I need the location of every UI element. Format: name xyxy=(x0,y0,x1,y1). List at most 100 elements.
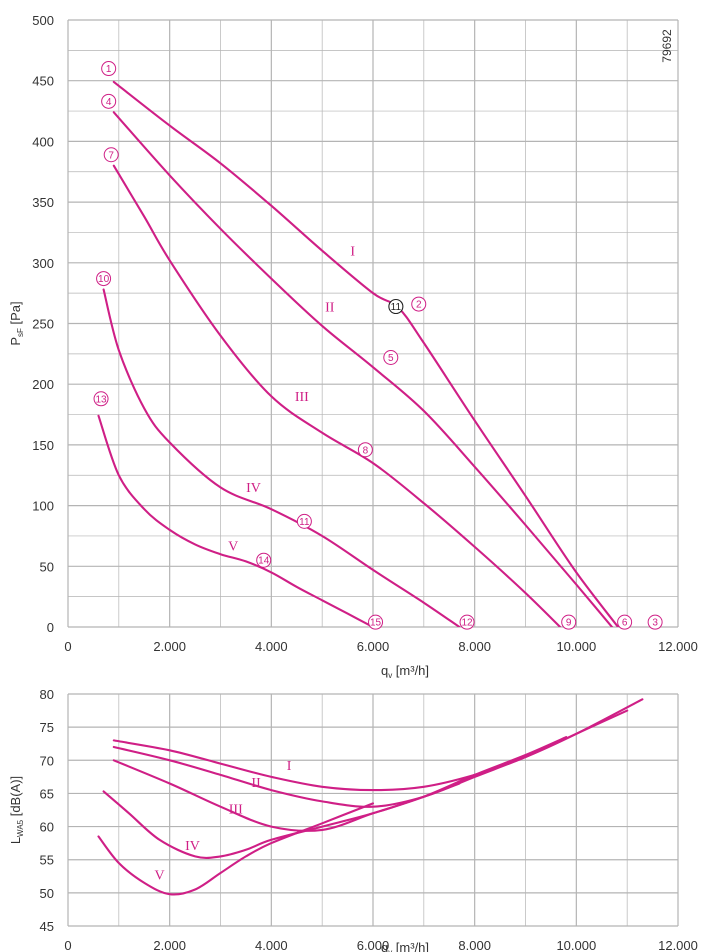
point-marker-3 xyxy=(647,614,663,630)
series-line-v xyxy=(97,802,375,896)
point-label-8: 8 xyxy=(363,445,369,456)
y-axis-label-sub: sF xyxy=(16,328,25,337)
series-label-v: V xyxy=(154,869,164,884)
x-tick-label: 2.000 xyxy=(153,639,186,654)
y-tick-label: 50 xyxy=(40,559,54,574)
bottom-grid xyxy=(67,693,679,927)
y-axis-label-unit: [Pa] xyxy=(8,301,23,328)
x-tick-label: 10.000 xyxy=(556,938,596,952)
y-tick-label: 450 xyxy=(32,74,54,89)
point-marker-12 xyxy=(459,614,475,630)
y-tick-label: 200 xyxy=(32,377,54,392)
point-marker-11 xyxy=(296,513,312,529)
x-axis-label-sub: v xyxy=(388,671,392,680)
x-axis-label-main: q xyxy=(381,663,388,678)
y-tick-label: 55 xyxy=(40,853,54,868)
y-axis-label-unit: [dB(A)] xyxy=(8,776,23,820)
x-tick-label: 12.000 xyxy=(658,639,698,654)
x-tick-label: 12.000 xyxy=(658,938,698,952)
point-marker-5 xyxy=(383,349,399,365)
x-axis-label: qv [m³/h] xyxy=(381,940,429,952)
series-label-ii: II xyxy=(325,300,335,315)
series-line-iv xyxy=(102,288,461,627)
x-tick-label: 10.000 xyxy=(556,639,596,654)
x-axis-label-sub: v xyxy=(388,948,392,952)
pressure-chart: 0 50 100 150 200 250 300 350 400 450 500 0 2.000 4.00… xyxy=(8,13,698,680)
point-label-5: 5 xyxy=(388,353,394,364)
point-marker-1 xyxy=(101,61,117,77)
x-tick-label: 0 xyxy=(64,639,71,654)
y-tick-label: 45 xyxy=(40,919,54,934)
y-tick-label: 300 xyxy=(32,256,54,271)
x-axis-label-main: q xyxy=(381,940,388,952)
figure-code: 79692 xyxy=(660,29,674,63)
x-axis-label: qv [m³/h] xyxy=(381,663,429,680)
sound-power-chart: 45 50 55 60 65 70 75 80 0 2.000 4.000 6.000 8.000 10.… xyxy=(8,687,698,952)
series-label-iii: III xyxy=(295,390,309,405)
point-label-9: 9 xyxy=(566,618,572,629)
point-label-15: 15 xyxy=(370,618,382,629)
series-line-i xyxy=(112,698,644,792)
point-marker-13 xyxy=(93,391,109,407)
series-line-iii xyxy=(112,736,568,832)
point-marker-6 xyxy=(617,614,633,630)
y-tick-label: 250 xyxy=(32,317,54,332)
series-line-iii xyxy=(112,164,562,627)
series-line-ii xyxy=(112,111,614,627)
y-axis-label: LWA5 [dB(A)] xyxy=(8,776,25,844)
y-tick-label: 60 xyxy=(40,820,54,835)
y-tick-label: 65 xyxy=(40,786,54,801)
bottom-curves xyxy=(97,698,644,896)
top-curves xyxy=(97,80,620,627)
y-tick-label: 75 xyxy=(40,720,54,735)
x-tick-label: 6.000 xyxy=(357,938,390,952)
point-label-10: 10 xyxy=(98,274,110,285)
series-label-iv: IV xyxy=(246,481,261,496)
point-marker-8 xyxy=(357,442,373,458)
point-marker-7 xyxy=(103,147,119,163)
y-tick-label: 0 xyxy=(47,620,54,635)
series-line-ii xyxy=(112,709,629,808)
y-tick-label: 50 xyxy=(40,886,54,901)
x-tick-label: 8.000 xyxy=(458,938,491,952)
point-label-7: 7 xyxy=(108,150,114,161)
y-tick-label: 100 xyxy=(32,499,54,514)
point-label-14: 14 xyxy=(258,556,270,567)
x-axis-label-unit: [m³/h] xyxy=(392,940,429,952)
series-label-ii: II xyxy=(251,776,261,791)
series-label-v: V xyxy=(228,540,238,555)
x-tick-label: 4.000 xyxy=(255,639,288,654)
y-axis-label-main: P xyxy=(8,337,23,346)
point-marker-9 xyxy=(561,614,577,630)
x-tick-label: 6.000 xyxy=(357,639,390,654)
point-label-11: 11 xyxy=(299,517,310,528)
series-line-v xyxy=(97,414,375,627)
y-tick-label: 350 xyxy=(32,195,54,210)
y-tick-label: 400 xyxy=(32,134,54,149)
series-line-iv xyxy=(102,782,461,859)
point-label-4: 4 xyxy=(106,97,112,108)
y-tick-label: 500 xyxy=(32,13,54,28)
y-axis-label-sub: WA5 xyxy=(16,819,25,837)
x-tick-label: 2.000 xyxy=(153,938,186,952)
point-marker-4 xyxy=(101,93,117,109)
point-label-13: 13 xyxy=(95,394,107,405)
point-label-1: 1 xyxy=(106,64,112,75)
point-label-6: 6 xyxy=(622,618,628,629)
top-grid xyxy=(67,19,679,628)
x-tick-label: 0 xyxy=(64,938,71,952)
point-marker-2 xyxy=(411,296,427,312)
y-tick-label: 70 xyxy=(40,753,54,768)
y-tick-label: 80 xyxy=(40,687,54,702)
series-label-i: I xyxy=(350,245,355,260)
point-marker-10 xyxy=(96,271,112,287)
x-tick-label: 4.000 xyxy=(255,938,288,952)
series-label-i: I xyxy=(287,759,292,774)
special-point-label: 11 xyxy=(391,302,402,313)
point-marker-14 xyxy=(256,552,272,568)
x-axis-label-unit: [m³/h] xyxy=(392,663,429,678)
special-point-marker xyxy=(388,298,404,315)
point-label-2: 2 xyxy=(416,300,422,311)
series-label-iii: III xyxy=(229,802,243,817)
